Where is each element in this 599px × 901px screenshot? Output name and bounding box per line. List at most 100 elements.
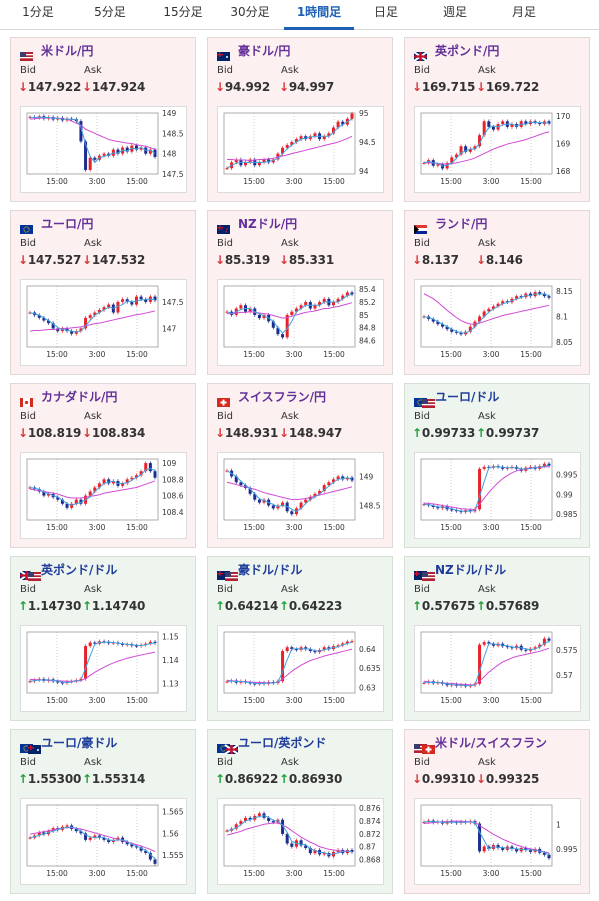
y-tick-label: 0.995 (556, 471, 578, 480)
chart-container[interactable]: 147.5 147 15:00 3:00 15:00 (20, 279, 187, 366)
candle-body (345, 641, 349, 644)
x-tick-label: 15:00 (46, 523, 68, 532)
chart-container[interactable]: 85.4 85.2 85 84.8 84.6 15:00 3:00 15:00 (217, 279, 384, 366)
chart-container[interactable]: 0.876 0.874 0.872 0.87 0.868 15:00 3:00 15:00 (217, 798, 384, 885)
candle-body (248, 488, 252, 494)
ask-value-text: 85.331 (288, 253, 334, 267)
pair-title-link[interactable]: NZドル/円 (238, 217, 298, 231)
pair-title-link[interactable]: ランド/円 (435, 217, 488, 231)
pair-title-link[interactable]: 英ポンド/円 (435, 44, 500, 58)
candle-body (153, 859, 157, 864)
pair-title-link[interactable]: ユーロ/豪ドル (41, 736, 118, 750)
ask-label: Ask (281, 584, 299, 595)
pair-title-link[interactable]: 米ドル/スイスフラン (435, 736, 548, 750)
pair-title-link[interactable]: 米ドル/円 (41, 44, 94, 58)
candle-body (473, 146, 477, 150)
currency-card[interactable]: ユーロ/ドル Bid Ask ↑0.99733 ↑0.99737 0.995 0.99 0.9… (404, 383, 590, 548)
candle-body (482, 846, 486, 852)
pair-title-link[interactable]: ユーロ/英ポンド (238, 736, 327, 750)
pair-title-link[interactable]: 豪ドル/ドル (238, 563, 303, 577)
y-tick-label: 0.868 (359, 856, 381, 865)
ask-value-text: 0.99325 (485, 772, 540, 786)
currency-card[interactable]: 英ポンド/ドル Bid Ask ↑1.14730 ↑1.14740 1.15 1.14 1.1… (10, 556, 196, 721)
x-tick-label: 15:00 (440, 350, 462, 359)
candle-body (134, 145, 138, 150)
chart-container[interactable]: 0.575 0.57 15:00 3:00 15:00 (414, 625, 581, 712)
pair-title-link[interactable]: NZドル/ドル (435, 563, 507, 577)
candle-body (267, 817, 271, 822)
candle-body (134, 645, 138, 647)
chart-container[interactable]: 1 0.995 15:00 3:00 15:00 (414, 798, 581, 885)
price-chart: 0.876 0.874 0.872 0.87 0.868 15:00 3:00 15:00 (223, 804, 381, 878)
candle-body (327, 482, 331, 486)
candle-body (478, 823, 482, 852)
bid-label: Bid (414, 65, 430, 76)
currency-card[interactable]: NZドル/円 Bid Ask ↓85.319 ↓85.331 85.4 85.2 85 84.8… (207, 210, 393, 375)
currency-card[interactable]: 英ポンド/円 Bid Ask ↓169.715 ↓169.722 170 169 168 15:… (404, 37, 590, 202)
y-tick-label: 149 (162, 109, 177, 118)
currency-card[interactable]: 米ドル/スイスフラン Bid Ask ↓0.99310 ↓0.99325 1 0.995 15… (404, 729, 590, 894)
arrow-up-icon: ↑ (279, 599, 289, 613)
candle-body (47, 320, 51, 324)
candle-body (450, 509, 454, 511)
ask-value: ↑0.99737 (476, 426, 539, 440)
currency-card[interactable]: NZドル/ドル Bid Ask ↑0.57675 ↑0.57689 0.575 0.57 15… (404, 556, 590, 721)
pair-title-link[interactable]: スイスフラン/円 (238, 390, 327, 404)
candle-body (313, 651, 317, 653)
pair-title-link[interactable]: ユーロ/円 (41, 217, 94, 231)
currency-card[interactable]: カナダドル/円 Bid Ask ↓108.819 ↓108.834 109 108.8 108… (10, 383, 196, 548)
tab-6[interactable]: 週足 (442, 5, 467, 19)
chart-container[interactable]: 170 169 168 15:00 3:00 15:00 (414, 106, 581, 193)
chart-container[interactable]: 8.15 8.1 8.05 15:00 3:00 15:00 (414, 279, 581, 366)
tab-0[interactable]: 1分足 (22, 5, 54, 19)
currency-card[interactable]: ランド/円 Bid Ask ↓8.137 ↓8.146 8.15 8.1 8.05 15:00 3… (404, 210, 590, 375)
chart-container[interactable]: 0.64 0.635 0.63 15:00 3:00 15:00 (217, 625, 384, 712)
x-tick-label: 15:00 (520, 177, 542, 186)
chart-container[interactable]: 95 94.5 94 15:00 3:00 15:00 (217, 106, 384, 193)
currency-card[interactable]: ユーロ/豪ドル Bid Ask ↑1.55300 ↑1.55314 1.565 1.56 1.… (10, 729, 196, 894)
candle-body (538, 122, 542, 125)
currency-card[interactable]: 豪ドル/ドル Bid Ask ↑0.64214 ↑0.64223 0.64 0.635 0.6… (207, 556, 393, 721)
candle-body (74, 499, 78, 504)
plot-frame (26, 112, 159, 175)
currency-card[interactable]: 豪ドル/円 Bid Ask ↓94.992 ↓94.997 95 94.5 94 15:00 3:… (207, 37, 393, 202)
tab-4[interactable]: 1時間足 (284, 0, 354, 30)
chart-container[interactable]: 0.995 0.99 0.985 15:00 3:00 15:00 (414, 452, 581, 539)
x-tick-label: 15:00 (323, 869, 345, 878)
arrow-up-icon: ↑ (82, 599, 92, 613)
chart-container[interactable]: 149 148.5 15:00 3:00 15:00 (217, 452, 384, 539)
tab-7[interactable]: 月足 (511, 5, 536, 19)
chart-container[interactable]: 1.15 1.14 1.13 15:00 3:00 15:00 (20, 625, 187, 712)
chart-container[interactable]: 1.565 1.56 1.555 15:00 3:00 15:00 (20, 798, 187, 885)
y-tick-label: 0.64 (359, 645, 376, 654)
y-tick-label: 108.6 (162, 492, 184, 501)
flag-icon (217, 220, 231, 234)
candle-body (510, 124, 514, 127)
tab-1[interactable]: 5分足 (94, 5, 126, 19)
y-tick-label: 0.57 (556, 671, 573, 680)
currency-card[interactable]: ユーロ/円 Bid Ask ↓147.527 ↓147.532 147.5 147 15:00… (10, 210, 196, 375)
currency-card[interactable]: ユーロ/英ポンド Bid Ask ↑0.86922 ↑0.86930 0.876 0.874… (207, 729, 393, 894)
chart-container[interactable]: 109 108.8 108.6 108.4 15:00 3:00 15:00 (20, 452, 187, 539)
plot-frame (26, 458, 159, 521)
y-tick-label: 8.1 (556, 313, 568, 322)
currency-card[interactable]: スイスフラン/円 Bid Ask ↓148.931 ↓148.947 149 148.5 15… (207, 383, 393, 548)
pair-title-link[interactable]: ユーロ/ドル (435, 390, 500, 404)
tab-2[interactable]: 15分足 (163, 5, 203, 19)
tab-3[interactable]: 30分足 (230, 5, 270, 19)
candle-body (121, 483, 125, 486)
bid-value: ↓8.137 (412, 253, 459, 267)
pair-title-link[interactable]: カナダドル/円 (41, 390, 118, 404)
pair-title-link[interactable]: 豪ドル/円 (238, 44, 291, 58)
flag-icon (20, 47, 34, 61)
candle-body (505, 301, 509, 303)
bid-value-text: 108.819 (27, 426, 82, 440)
currency-card[interactable]: 米ドル/円 Bid Ask ↓147.922 ↓147.924 149 148.5 148 14… (10, 37, 196, 202)
chart-container[interactable]: 149 148.5 148 147.5 15:00 3:00 15:00 (20, 106, 187, 193)
candle-body (436, 164, 440, 166)
tab-5[interactable]: 日足 (373, 5, 398, 19)
pair-title-link[interactable]: 英ポンド/ドル (41, 563, 118, 577)
ma-short-line (29, 467, 156, 506)
candle-body (515, 296, 519, 299)
plot-frame (420, 458, 553, 521)
